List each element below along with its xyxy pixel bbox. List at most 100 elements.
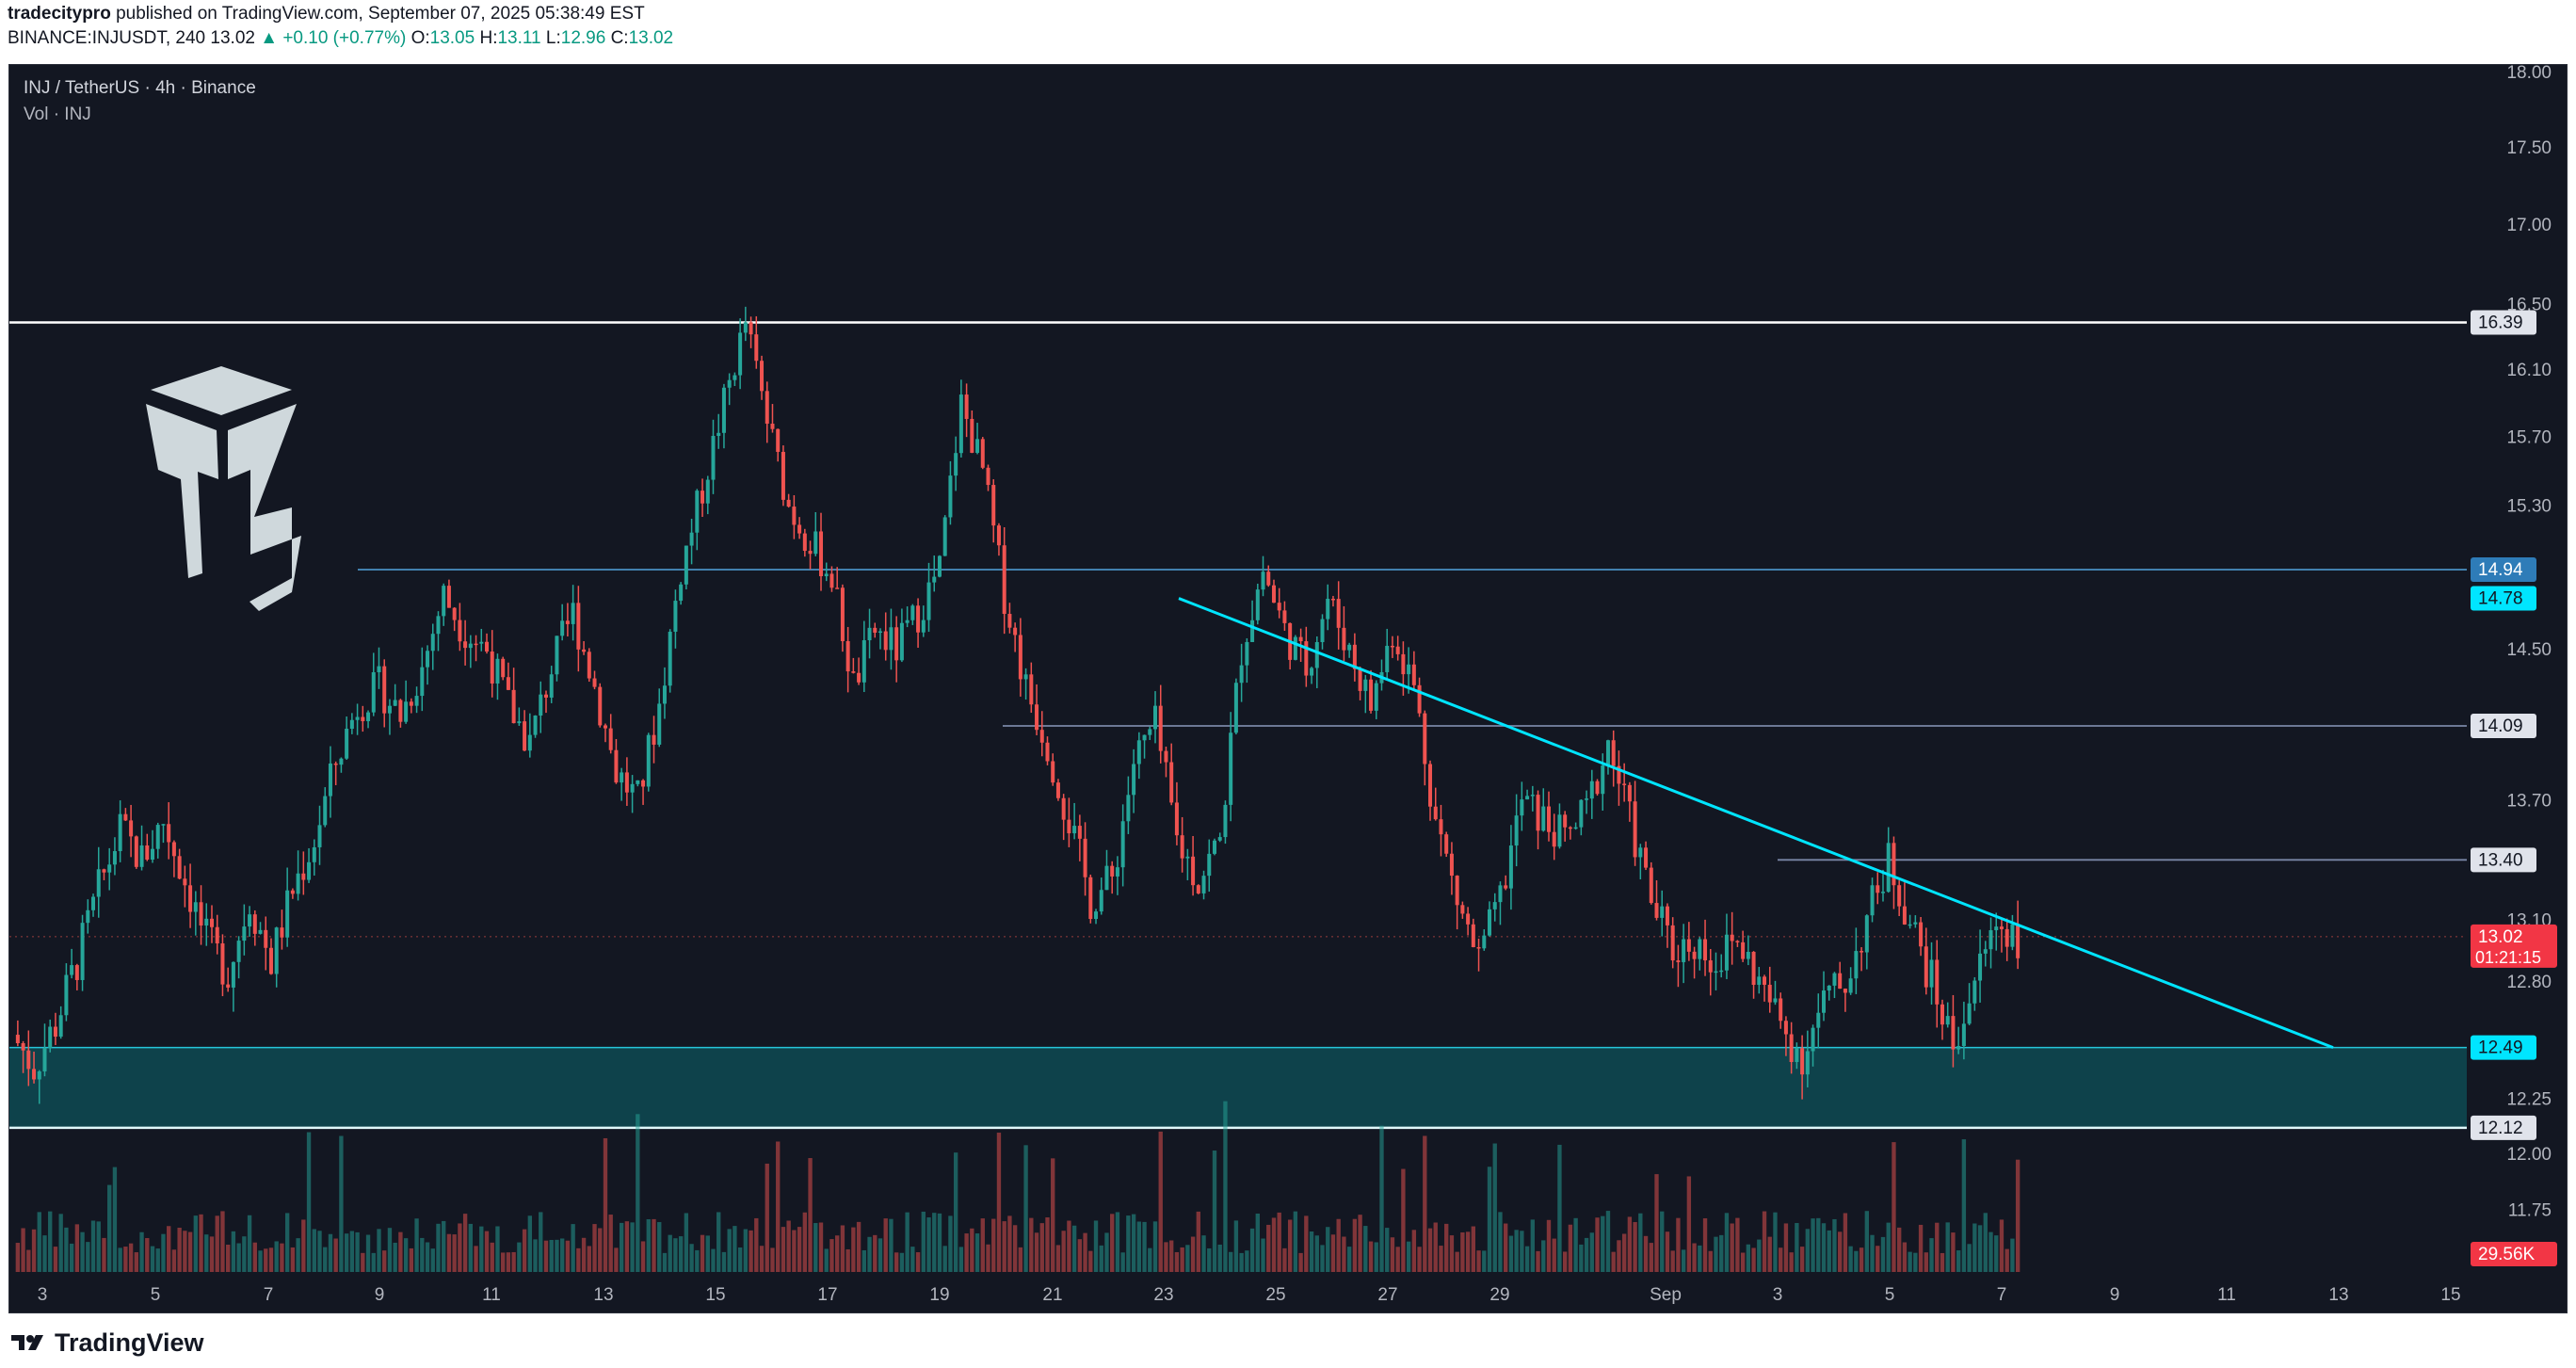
volume-bar [247,1215,252,1272]
candle-body [958,394,963,454]
volume-bar [1120,1252,1125,1272]
candle-body [1601,765,1605,795]
x-axis-tick: 19 [929,1285,949,1305]
y-axis-tick: 11.75 [2508,1201,2552,1221]
candle-body [188,885,193,912]
volume-bar [1740,1252,1746,1272]
chart-pane[interactable]: 18.00 17.50 17.00 16.50 16.10 15.70 15.30 14.50… [8,64,2568,1313]
candle-body [942,517,947,556]
volume-bar [161,1233,166,1272]
candle-body [797,524,802,534]
volume-bar [1827,1230,1831,1272]
candle-body [1196,885,1200,893]
volume-bar [446,1233,452,1272]
volume-bar [1913,1252,1918,1272]
volume-bar [889,1218,894,1272]
candle-body [1077,826,1082,839]
candle-body [1072,826,1077,834]
volume-bar [1444,1223,1449,1272]
volume-bar [1805,1229,1811,1272]
volume-bar [306,1132,312,1272]
candle-body [183,878,187,886]
candle-body [1110,865,1115,877]
candle-body [398,700,403,722]
volume-bar [986,1244,990,1272]
publisher-name[interactable]: tradecitypro [8,4,111,24]
candle-body [738,332,743,376]
volume-bar [1999,1219,2004,1272]
candle-body [1314,642,1319,668]
candle-body [1455,876,1459,906]
candle-body [776,428,781,452]
candle-body [1266,571,1271,586]
candle-body [474,643,478,646]
candle-body [711,435,716,480]
candle-body [193,902,198,912]
volume-bar [1924,1252,1928,1272]
volume-bar [1508,1235,1514,1272]
volume-bar [1411,1230,1417,1272]
candle-body [161,824,166,826]
volume-bar [344,1233,349,1272]
candle-body [323,796,328,826]
volume-bar [436,1223,441,1272]
y-axis-tick: 12.00 [2506,1145,2552,1165]
tradecity-logo [146,366,301,611]
volume-bar [1557,1144,1562,1272]
candle-body [937,555,942,577]
volume-bar [980,1218,985,1272]
volume-bar [86,1242,90,1272]
candle-body [1767,984,1772,1003]
candle-body [123,813,128,821]
volume-bar [835,1235,840,1272]
candle-body [1083,838,1087,877]
candle-body [1169,762,1174,803]
candle-body [765,391,769,424]
candle-body [258,929,263,934]
volume-bar [974,1233,980,1272]
candle-body [426,651,430,668]
close-value: 13.02 [628,28,674,48]
candle-body [1541,806,1546,831]
candle-body [91,896,96,910]
volume-bar [301,1219,306,1272]
candle-body [1520,799,1524,816]
candle-body [910,605,915,620]
volume-bar [284,1213,290,1272]
y-axis-tick: 13.70 [2506,792,2552,812]
volume-bar [96,1221,101,1272]
volume-bar [1077,1239,1083,1272]
volume-bar [1892,1142,1896,1272]
volume-bar [53,1247,58,1272]
volume-bar [1681,1249,1686,1272]
candle-body [1029,674,1034,705]
candle-body [1051,761,1055,783]
candle-body [1374,683,1378,711]
volume-bar [829,1239,834,1272]
x-axis-tick: 15 [705,1285,725,1305]
candle-body [1018,635,1022,680]
volume-bar [592,1224,597,1272]
candle-body [199,902,203,926]
x-axis-tick: 9 [375,1285,385,1305]
volume-bar [1271,1217,1277,1272]
volume-bar [268,1247,274,1272]
volume-bar [539,1212,543,1272]
volume-bar [905,1212,910,1272]
candle-body [921,620,926,633]
chart-canvas[interactable]: 18.00 17.50 17.00 16.50 16.10 15.70 15.30 14.50… [9,65,2568,1313]
candle-body [1217,837,1222,841]
candle-body [1094,911,1099,920]
candle-body [1611,740,1616,766]
candle-body [582,649,587,652]
footer-brand[interactable]: TradingView [9,1326,204,1360]
candle-body [1800,1048,1805,1075]
volume-bar [1536,1250,1540,1272]
candle-body [1805,1051,1810,1075]
volume-bar [953,1152,958,1272]
candle-body [980,439,985,468]
volume-bar [684,1213,689,1272]
volume-bar [555,1239,559,1272]
candle-body [37,1070,41,1080]
candle-body [296,873,300,894]
